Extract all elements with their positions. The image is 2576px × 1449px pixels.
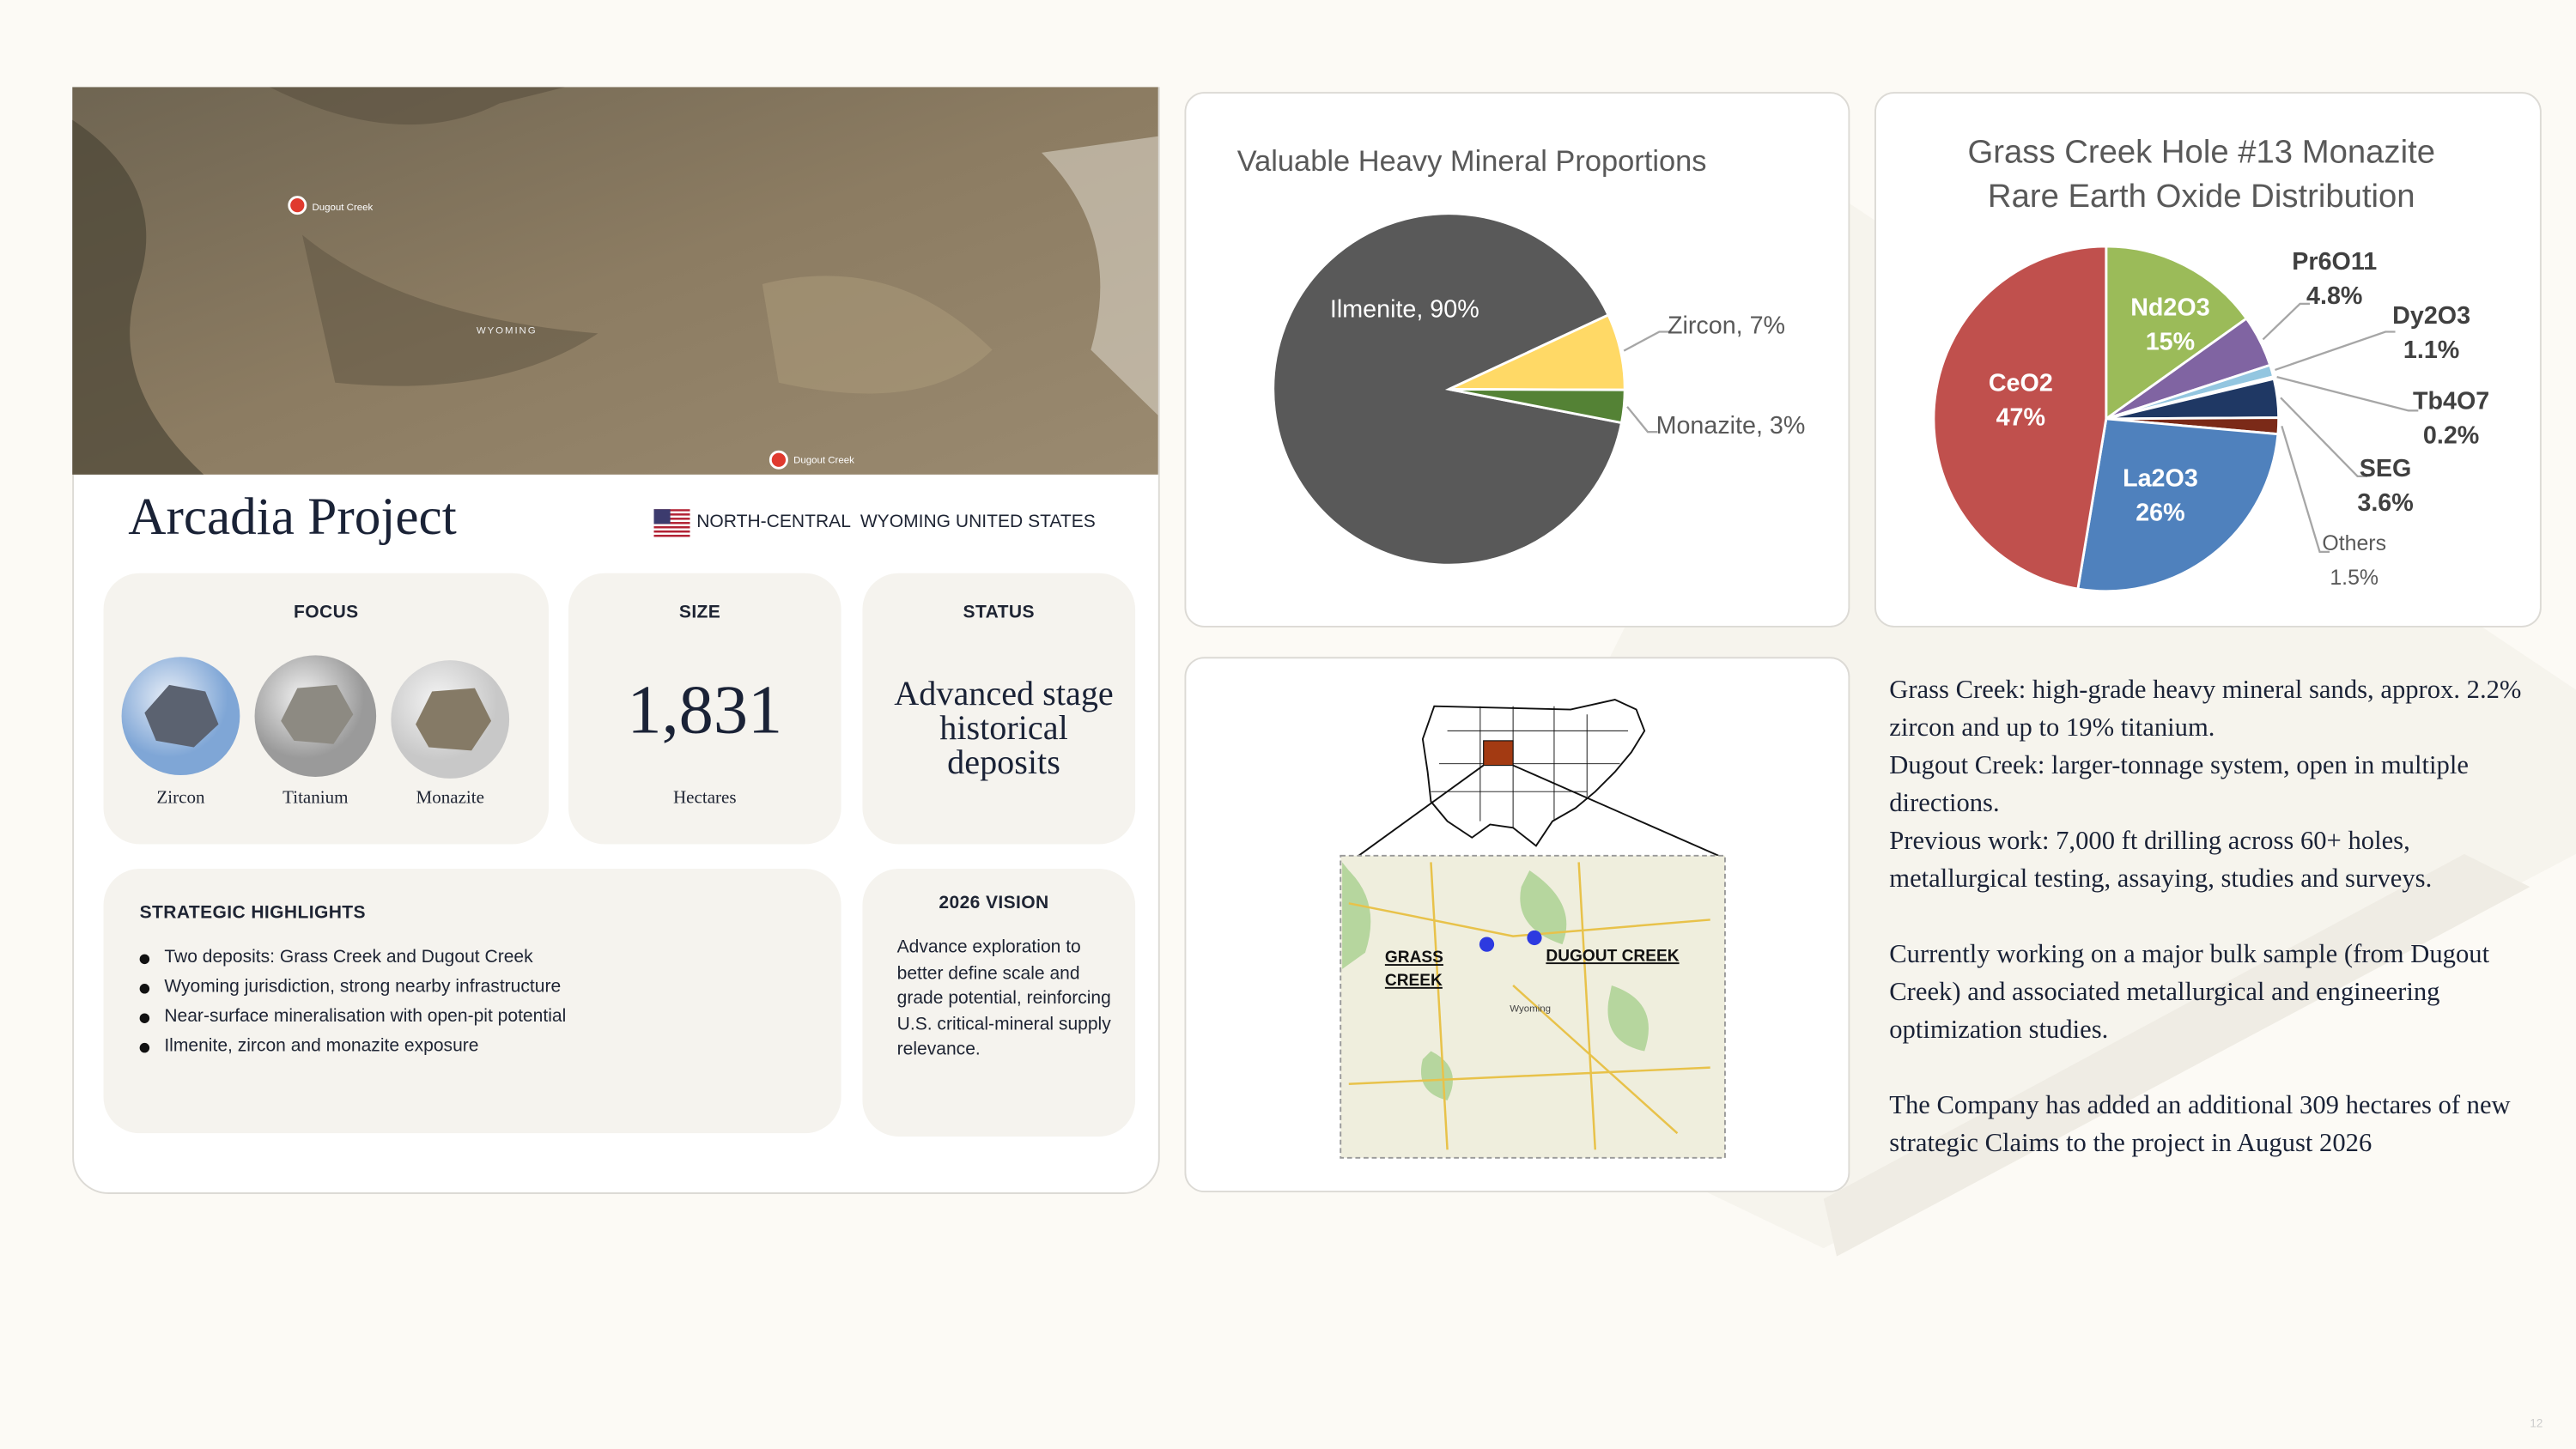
value-label: 47%	[1996, 404, 2045, 432]
highlight-item: Near-surface mineralisation with open-pi…	[139, 1007, 566, 1027]
value-label: Monazite, 3%	[1656, 412, 1806, 440]
leader-line	[2281, 425, 2330, 554]
mineral-name: Titanium	[283, 788, 349, 809]
focus-card: FOCUS Zircon Titanium Monazite	[103, 573, 550, 845]
slice-label: Pr6O11	[2292, 248, 2377, 276]
slice-label: Others	[2322, 531, 2386, 555]
highlights-list: Two deposits: Grass Creek and Dugout Cre…	[139, 948, 567, 1066]
value-label: 4.8%	[2306, 282, 2362, 310]
value-label: 3.6%	[2357, 489, 2413, 517]
size-value: 1,831	[627, 673, 783, 749]
leader-line	[2275, 330, 2396, 372]
value-label: 26%	[2136, 500, 2184, 527]
map-label: Dugout Creek	[793, 456, 854, 466]
value-label: Ilmenite, 90%	[1330, 295, 1479, 323]
value-label: 0.2%	[2423, 422, 2479, 450]
summary-line: Grass Creek: high-grade heavy mineral sa…	[1889, 676, 2522, 743]
pie-slice	[2105, 245, 2249, 421]
status-value: Advanced stage historical deposits	[894, 673, 1114, 782]
status-card: STATUS Advanced stage historical deposit…	[862, 573, 1136, 845]
summary-line: The Company has added an additional 309 …	[1889, 1092, 2511, 1158]
summary-paragraph: The Company has added an additional 309 …	[1889, 1088, 2538, 1163]
slice-label: CeO2	[1989, 369, 2053, 397]
pie-slice	[1932, 245, 2108, 591]
size-card: SIZE 1,831 Hectares	[568, 573, 841, 845]
summary-line: Currently working on a major bulk sample…	[1889, 941, 2490, 1045]
value-label: Zircon, 7%	[1668, 312, 1785, 339]
slice-label: La2O3	[2123, 464, 2198, 492]
vision-text: Advance exploration to better define sca…	[896, 937, 1111, 1060]
project-location: NORTH-CENTRAL WYOMING UNITED STATES	[696, 512, 1096, 532]
pie-slice	[1449, 388, 1626, 425]
vision-card: 2026 VISION Advance exploration to bette…	[862, 869, 1136, 1137]
leader-line	[1623, 330, 1669, 352]
highlight-item: Ilmenite, zircon and monazite exposure	[139, 1036, 567, 1056]
map-label: Dugout Creek	[313, 203, 374, 213]
summary: Grass Creek: high-grade heavy mineral sa…	[1889, 672, 2538, 1201]
mineral-name: Zircon	[156, 788, 205, 809]
map-label: Wyoming	[1510, 1004, 1552, 1016]
charts: Ilmenite, 90% Zircon, 7% Monazite, 3% Nd2O3…	[1272, 212, 2489, 593]
us-flag	[653, 509, 690, 537]
satellite-map: Dugout Creek Dugout Creek WYOMING	[72, 87, 1158, 475]
value-label: 15%	[2146, 329, 2195, 356]
summary-paragraph: Grass Creek: high-grade heavy mineral sa…	[1889, 672, 2538, 899]
pie-slice	[2076, 417, 2280, 593]
slice-label: Nd2O3	[2130, 294, 2209, 321]
summary-line: Previous work: 7,000 ft drilling across …	[1889, 828, 2433, 894]
highlight-item: Two deposits: Grass Creek and Dugout Cre…	[139, 948, 567, 967]
location-map	[1340, 699, 1726, 1159]
size-label: SIZE	[678, 603, 721, 623]
summary-paragraph: Currently working on a major bulk sample…	[1889, 937, 2538, 1050]
mineral-images	[121, 655, 510, 779]
map-label: DUGOUT CREEK	[1546, 947, 1680, 966]
highlights-card: STRATEGIC HIGHLIGHTS Two deposits: Grass…	[103, 869, 841, 1134]
highlights-label: STRATEGIC HIGHLIGHTS	[139, 903, 366, 924]
slice-label: Dy2O3	[2392, 302, 2470, 330]
slice-label: SEG	[2360, 455, 2412, 482]
mineral-name: Monazite	[416, 788, 484, 809]
status-label: STATUS	[963, 603, 1035, 623]
map-label: GRASS CREEK	[1384, 949, 1443, 991]
pie-slice	[1272, 212, 1624, 567]
slice-label: Tb4O7	[2413, 387, 2489, 415]
highlight-item: Wyoming jurisdiction, strong nearby infr…	[139, 977, 567, 997]
leader-line	[2276, 375, 2419, 412]
value-label: 1.1%	[2403, 336, 2459, 364]
value-label: 1.5%	[2330, 566, 2379, 590]
page-number: 12	[2530, 1419, 2543, 1431]
map-label: WYOMING	[477, 325, 538, 336]
leader-line	[2280, 397, 2368, 477]
project-title: Arcadia Project	[128, 486, 457, 546]
chart-title: Valuable Heavy Mineral Proportions	[1236, 144, 1707, 178]
leader-line	[1626, 406, 1658, 433]
focus-label: FOCUS	[293, 603, 359, 623]
summary-line: Dugout Creek: larger-tonnage system, ope…	[1889, 752, 2469, 818]
chart-title: Grass Creek Hole #13 Monazite Rare Earth…	[1967, 134, 2435, 215]
size-unit: Hectares	[672, 788, 737, 809]
vision-label: 2026 VISION	[939, 893, 1049, 913]
leader-line	[2262, 302, 2311, 341]
